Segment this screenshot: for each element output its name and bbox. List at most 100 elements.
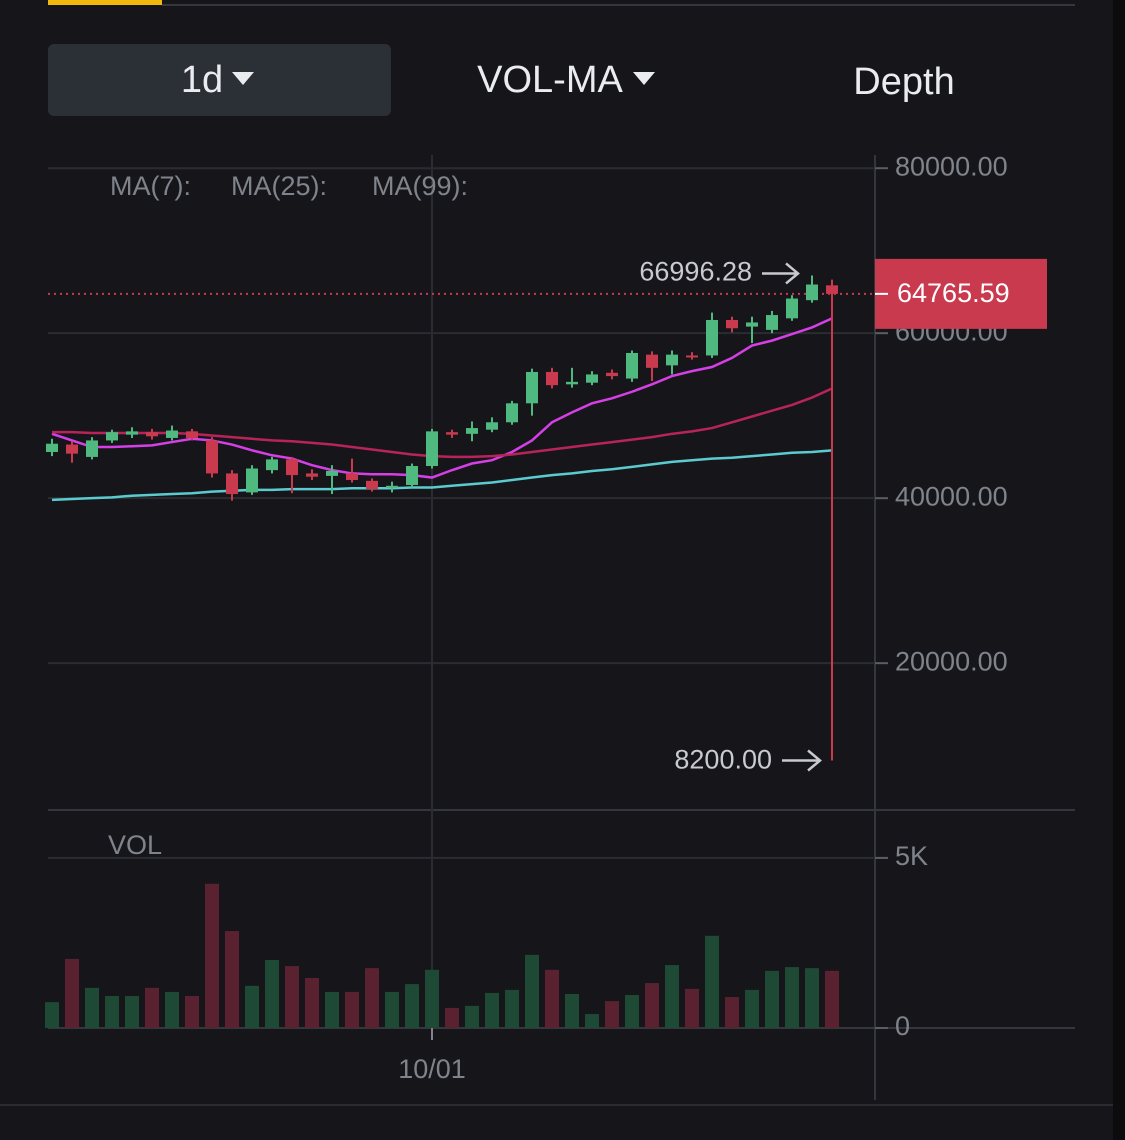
dropdown-arrow[interactable] [633, 72, 655, 85]
candle-body [606, 372, 618, 377]
active-indicator [48, 0, 162, 5]
volume-bar [485, 992, 499, 1028]
candle-body [706, 319, 718, 356]
candle-body [346, 473, 358, 481]
volume-bar [665, 965, 679, 1028]
arrow [762, 262, 800, 285]
y-tick-label: 20000.00 [895, 646, 1008, 676]
volume-bar [685, 988, 699, 1028]
volume-bar [465, 1005, 479, 1028]
volume-bar [225, 931, 239, 1028]
y2-tick-label: 5K [895, 841, 928, 871]
candle-body [646, 354, 658, 368]
candle-body [506, 403, 518, 423]
candle-body [186, 431, 198, 438]
tab[interactable]: 1d [181, 59, 223, 101]
volume-bar [165, 991, 179, 1028]
candle-body [366, 480, 378, 490]
volume-bar [105, 996, 119, 1028]
volume-bar [305, 977, 319, 1028]
volume-bar [245, 985, 259, 1028]
candle-body [786, 298, 798, 319]
candle-body [206, 440, 218, 474]
arrow [782, 749, 822, 772]
tab-active-bg[interactable] [48, 44, 391, 116]
tab[interactable]: VOL-MA [477, 59, 623, 101]
volume-bar [185, 996, 199, 1028]
candle-body [766, 315, 778, 330]
candle-body [526, 371, 538, 404]
candle-body [686, 355, 698, 358]
y-tick-label: 80000.00 [895, 151, 1008, 181]
volume-bar [545, 969, 559, 1028]
candle-body [226, 473, 238, 495]
min-label: 8200.00 [674, 745, 772, 775]
volume-bar [65, 958, 79, 1028]
candle-body [166, 430, 178, 438]
volume-bar [285, 966, 299, 1028]
volume-bar [805, 968, 819, 1028]
volume-bar [565, 993, 579, 1028]
volume-bar [645, 983, 659, 1028]
volume-bar [625, 995, 639, 1028]
candle-body [126, 431, 138, 435]
volume-bar [725, 997, 739, 1028]
candle-body [46, 443, 58, 452]
volume-bar [405, 984, 419, 1028]
candle-body [626, 352, 638, 379]
volume-bar [265, 959, 279, 1028]
candle-body [266, 459, 278, 471]
candle-body [306, 473, 318, 477]
volume-bar [145, 987, 159, 1028]
volume-bar [525, 954, 539, 1028]
candle-body [486, 422, 498, 430]
tab[interactable]: Depth [853, 61, 954, 103]
candle-body [426, 431, 438, 467]
volume-bar [605, 1001, 619, 1028]
candle-body [726, 319, 738, 329]
candle-body [566, 381, 578, 385]
volume-bar [125, 996, 139, 1028]
candle-body [406, 466, 418, 485]
volume-bar [425, 969, 439, 1028]
candle-body [246, 468, 258, 493]
max-label: 66996.28 [639, 257, 752, 287]
legend-entry: MA(99): [372, 171, 468, 201]
volume-bar [765, 970, 779, 1028]
ma-line [51, 317, 833, 479]
candle-body [586, 374, 598, 383]
volume-bar [325, 991, 339, 1028]
candle-body [806, 284, 818, 301]
candle-body [666, 354, 678, 366]
volume-bar [745, 989, 759, 1028]
volume-bar [585, 1014, 599, 1028]
volume-bar [45, 1002, 59, 1028]
y-tick-label: 40000.00 [895, 481, 1008, 511]
edge [1113, 0, 1125, 1140]
candle-body [86, 440, 98, 457]
legend-entry: MA(7): [110, 171, 191, 201]
legend-entry: MA(25): [231, 171, 327, 201]
volume-bar [365, 968, 379, 1028]
volume-bar [705, 935, 719, 1028]
volume-bar [825, 970, 839, 1028]
last-price-box [875, 258, 1047, 329]
candle-body [66, 444, 78, 454]
volume-title: VOL [108, 830, 162, 860]
candle-body [826, 285, 838, 294]
candle-body [146, 432, 158, 437]
volume-bar [445, 1007, 459, 1028]
candle-body [386, 485, 398, 488]
volume-bar [205, 883, 219, 1028]
last-price-label: 64765.59 [897, 278, 1010, 308]
y2-tick-label: 0 [895, 1011, 910, 1041]
candle-body [446, 432, 458, 435]
dropdown-arrow[interactable] [232, 72, 254, 85]
candle-body [746, 322, 758, 327]
volume-bar [785, 967, 799, 1028]
volume-bar [385, 991, 399, 1028]
candle-body [326, 470, 338, 476]
